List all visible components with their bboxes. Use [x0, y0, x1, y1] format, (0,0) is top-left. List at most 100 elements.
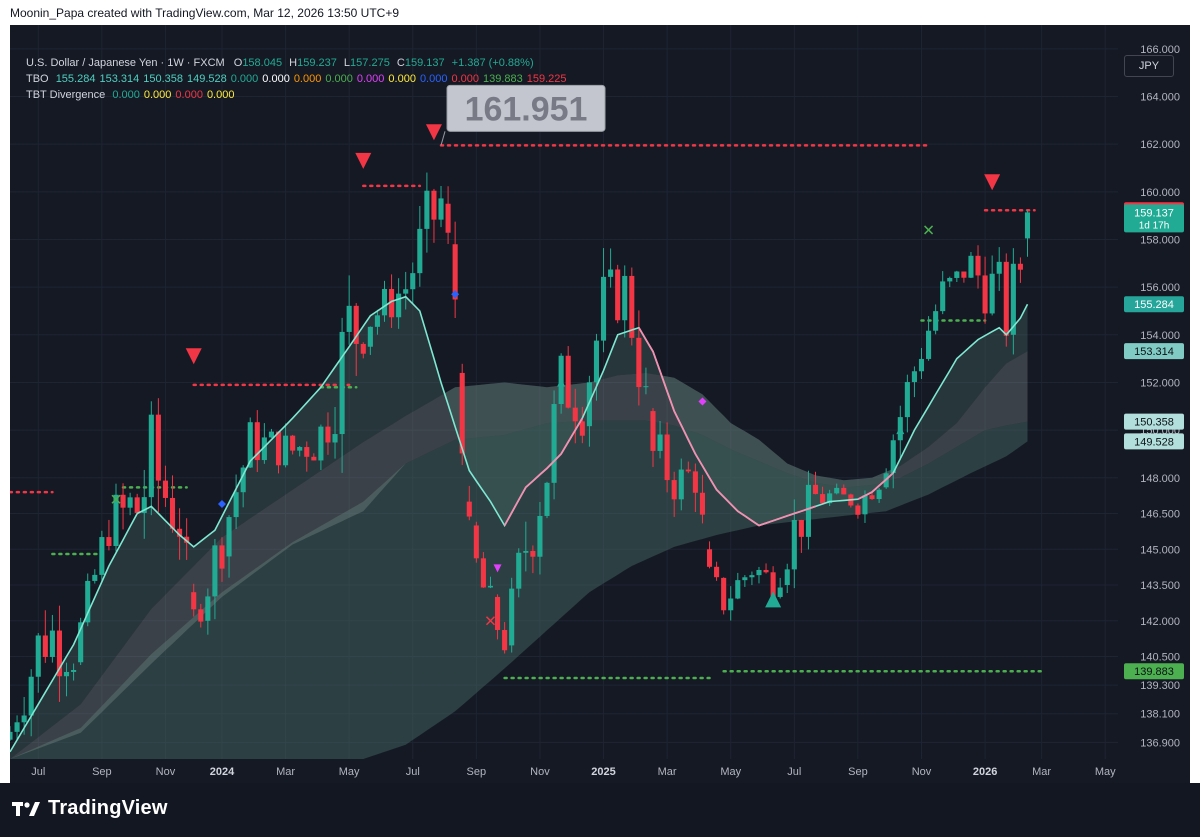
price-tick-label: 162.000: [1140, 139, 1180, 151]
candle-body: [671, 480, 677, 500]
signal-triangle-down: [185, 348, 202, 365]
candle-body: [212, 545, 218, 597]
tbo-value-10: 0.000: [419, 73, 448, 85]
candle-body: [148, 414, 154, 498]
candle-body: [325, 426, 331, 443]
time-tick-label: Sep: [92, 766, 112, 778]
candle-body: [565, 355, 571, 408]
time-tick-label: 2026: [973, 766, 997, 778]
tradingview-logo[interactable]: TradingView: [12, 797, 168, 820]
chart-legend: U.S. Dollar / Japanese Yen · 1W · FXCM O…: [26, 55, 571, 103]
candle-body: [770, 572, 776, 602]
candles: [10, 172, 1031, 741]
candle-body: [699, 492, 705, 515]
tbo-label[interactable]: TBO: [26, 73, 49, 85]
tbo-value-3: 149.528: [186, 73, 227, 85]
signal-triangle-down: [493, 564, 502, 573]
price-label-text: 155.284: [1134, 299, 1174, 311]
price-tick-label: 146.500: [1140, 509, 1180, 521]
price-chart[interactable]: 161.951 166.000 164.000 162.000 160.000 158.…: [10, 25, 1190, 783]
time-axis[interactable]: Jul Sep Nov 2024 Mar May Jul Sep Nov 2025 Mar May Ju…: [31, 766, 1116, 778]
high-callout: 161.951: [440, 84, 606, 146]
close-label: C: [396, 57, 405, 69]
price-label-countdown: 1d 17h: [1139, 220, 1170, 231]
tbt-legend-row[interactable]: TBT Divergence 0.000 0.000 0.000 0.000: [26, 87, 571, 103]
price-axis[interactable]: 166.000 164.000 162.000 160.000 158.000 156.0…: [1124, 44, 1184, 749]
time-tick-label: May: [339, 766, 360, 778]
currency-button[interactable]: JPY: [1124, 55, 1174, 77]
callout-text: 161.951: [465, 90, 588, 128]
candle-body: [593, 340, 600, 383]
candle-body: [650, 411, 656, 451]
candle-body: [911, 371, 917, 383]
price-tick-label: 145.000: [1140, 544, 1180, 556]
time-tick-label: Nov: [156, 766, 176, 778]
tbo-pink-segment: [638, 327, 816, 527]
time-tick-label: Nov: [530, 766, 550, 778]
candle-body: [155, 414, 161, 481]
price-label-box: [1124, 663, 1184, 680]
tbo-value-12: 139.883: [483, 73, 523, 85]
candle-body: [480, 558, 486, 588]
time-tick-label: Sep: [467, 766, 487, 778]
candle-body: [134, 497, 140, 513]
candle-body: [982, 275, 988, 314]
candle-body: [706, 549, 713, 567]
candle-body: [403, 289, 409, 294]
candle-body: [643, 386, 649, 388]
candle-body: [162, 480, 168, 498]
candle-body: [332, 434, 338, 443]
tbo-legend-row[interactable]: TBO 155.284 153.314 150.358 149.528 0.000 0.0…: [26, 71, 571, 87]
signal-cross: [485, 616, 496, 626]
candle-body: [381, 288, 388, 316]
candle-body: [996, 261, 1002, 274]
candle-body: [56, 630, 63, 677]
candle-body: [275, 431, 282, 466]
candle-body: [346, 305, 352, 332]
candle-body: [184, 536, 190, 543]
price-label-text: 149.528: [1134, 436, 1174, 448]
candle-body: [21, 715, 27, 723]
candle-body: [530, 550, 536, 557]
high-value: 159.237: [297, 57, 337, 69]
candle-body: [14, 722, 20, 732]
candle-body: [572, 407, 578, 422]
candle-body: [812, 484, 819, 495]
price-label-text: 153.314: [1134, 346, 1174, 358]
tbo-value-0: 155.284: [55, 73, 96, 85]
candle-body: [141, 497, 147, 513]
candle-body: [841, 487, 847, 495]
tbt-label[interactable]: TBT Divergence: [26, 89, 106, 101]
candle-body: [728, 598, 734, 611]
symbol-legend-row[interactable]: U.S. Dollar / Japanese Yen · 1W · FXCM O…: [26, 55, 571, 71]
tbo-value-1: 153.314: [99, 73, 140, 85]
candle-body: [127, 497, 133, 508]
candle-body: [502, 629, 508, 651]
candle-body: [509, 588, 515, 646]
grid-lines: [10, 25, 1118, 759]
signal-triangle-down: [355, 152, 372, 169]
candle-body: [692, 471, 698, 493]
candle-body: [35, 635, 41, 677]
price-label-box: [1124, 413, 1184, 430]
candle-body: [445, 203, 451, 233]
time-tick-label: Mar: [658, 766, 677, 778]
candle-body: [1010, 263, 1016, 335]
tbo-value-2: 150.358: [143, 73, 183, 85]
candle-body: [389, 288, 395, 318]
tbo-value-7: 0.000: [325, 73, 353, 85]
candle-body: [862, 495, 868, 515]
symbol-title[interactable]: U.S. Dollar / Japanese Yen · 1W · FXCM: [26, 57, 225, 69]
candle-body: [353, 305, 359, 344]
candle-body: [360, 343, 366, 354]
candle-body: [191, 592, 197, 610]
signal-diamond: [698, 397, 707, 406]
candle-body: [926, 330, 932, 359]
tbt-value-2: 0.000: [175, 89, 203, 101]
candle-body: [756, 569, 762, 576]
chart-panel[interactable]: U.S. Dollar / Japanese Yen · 1W · FXCM O…: [10, 25, 1190, 783]
candle-body: [721, 577, 727, 611]
price-label-box: [1124, 204, 1184, 233]
candle-body: [869, 495, 875, 500]
